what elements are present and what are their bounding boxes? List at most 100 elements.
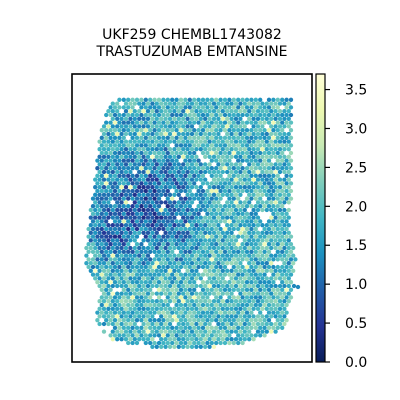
spatial-spot — [266, 226, 272, 232]
spatial-spot — [288, 120, 294, 125]
spatial-spot — [203, 154, 208, 159]
spatial-spot — [128, 116, 133, 121]
spatial-spot — [137, 139, 142, 144]
spatial-spot — [170, 112, 175, 118]
spatial-spot — [112, 280, 118, 285]
spatial-spot — [236, 264, 241, 270]
spatial-spot — [112, 158, 118, 163]
spatial-spot — [88, 230, 93, 235]
spatial-spot — [150, 344, 155, 349]
spatial-spot — [253, 272, 258, 277]
spatial-spot — [123, 276, 129, 281]
spatial-spot — [148, 188, 153, 194]
spatial-spot — [176, 245, 181, 251]
spatial-spot — [218, 234, 223, 239]
spatial-spot — [225, 329, 230, 334]
spatial-spot — [253, 302, 258, 308]
spatial-spot — [170, 166, 175, 171]
spatial-spot — [211, 101, 217, 106]
spatial-spot — [159, 131, 164, 137]
spatial-spot — [262, 112, 267, 118]
spatial-spot — [262, 105, 267, 110]
spatial-spot — [269, 215, 274, 220]
spatial-spot — [242, 268, 247, 273]
spatial-spot — [176, 131, 181, 137]
spatial-spot — [198, 223, 203, 228]
spatial-spot — [108, 302, 113, 308]
spatial-spot — [251, 283, 256, 289]
spatial-spot — [196, 166, 201, 171]
spatial-spot — [185, 276, 190, 281]
spatial-spot — [227, 135, 232, 140]
spatial-spot — [273, 321, 278, 327]
spatial-spot — [170, 173, 175, 178]
spatial-spot — [163, 261, 168, 266]
spatial-spot — [249, 135, 254, 140]
spatial-spot — [104, 287, 109, 292]
spatial-spot — [145, 139, 151, 144]
spatial-spot — [148, 287, 153, 292]
spatial-spot — [277, 109, 283, 114]
spatial-spot — [170, 97, 175, 102]
spatial-spot — [181, 154, 186, 159]
spatial-spot — [187, 287, 192, 292]
spatial-spot — [211, 253, 217, 258]
spatial-spot — [170, 287, 175, 292]
spatial-spot — [99, 204, 104, 209]
spatial-spot — [143, 318, 148, 323]
spatial-spot — [178, 264, 184, 270]
spatial-spot — [178, 143, 184, 148]
spatial-spot — [266, 219, 272, 224]
spatial-spot — [275, 310, 280, 315]
spatial-spot — [244, 219, 250, 224]
plot-area — [71, 73, 313, 363]
spatial-spot — [185, 124, 190, 129]
spatial-spot — [126, 112, 131, 118]
spatial-spot — [242, 154, 247, 159]
spatial-spot — [161, 333, 166, 338]
spatial-spot — [161, 219, 166, 224]
spatial-spot — [277, 253, 283, 258]
spatial-spot — [148, 234, 153, 239]
spatial-spot — [90, 226, 96, 232]
spatial-spot — [229, 207, 234, 213]
spatial-spot — [280, 97, 285, 102]
spatial-spot — [174, 340, 179, 346]
spatial-spot — [271, 219, 276, 224]
spatial-spot — [112, 128, 118, 133]
spatial-spot — [229, 124, 234, 129]
spatial-spot — [240, 264, 245, 270]
spatial-spot — [247, 306, 252, 311]
spatial-spot — [187, 188, 192, 194]
spatial-spot — [242, 337, 247, 342]
spatial-spot — [249, 166, 254, 171]
spatial-spot — [178, 333, 184, 338]
spatial-spot — [275, 120, 280, 125]
spatial-spot — [260, 329, 265, 334]
spatial-spot — [115, 283, 120, 289]
spatial-spot — [137, 223, 142, 228]
spatial-spot — [255, 230, 261, 235]
spatial-spot — [189, 177, 195, 182]
spatial-spot — [262, 333, 267, 338]
spatial-spot — [277, 276, 283, 281]
spatial-spot — [266, 143, 272, 148]
spatial-spot — [253, 295, 258, 300]
spatial-spot — [284, 302, 289, 308]
spatial-spot — [269, 177, 274, 182]
spatial-spot — [185, 147, 190, 152]
spatial-spot — [172, 139, 177, 144]
spatial-spot — [167, 223, 173, 228]
spatial-spot — [229, 192, 234, 197]
spatial-spot — [156, 150, 162, 156]
spatial-spot — [178, 135, 184, 140]
spatial-spot — [163, 101, 168, 106]
spatial-spot — [150, 177, 155, 182]
spatial-spot — [266, 128, 272, 133]
spatial-spot — [273, 291, 278, 296]
spatial-spot — [258, 181, 263, 186]
spatial-spot — [247, 299, 252, 304]
spatial-spot — [242, 185, 247, 190]
spatial-spot — [196, 242, 201, 247]
spatial-spot — [240, 143, 245, 148]
